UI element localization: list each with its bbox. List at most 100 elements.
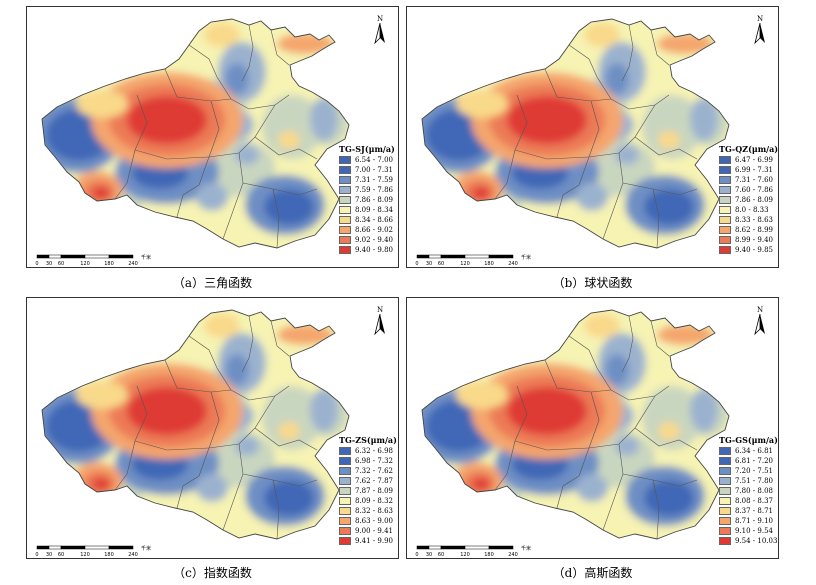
legend-label: 6.98 - 7.32 (355, 456, 393, 465)
value-zone (690, 388, 718, 432)
legend-label: 8.63 - 9.00 (355, 516, 393, 525)
city-boundary (134, 385, 148, 442)
legend-swatch (339, 166, 351, 174)
legend-item: 8.09 - 8.34 (339, 205, 395, 215)
value-zone (472, 187, 490, 199)
value-zone (92, 187, 110, 199)
legend-label: 7.80 - 8.08 (735, 486, 773, 495)
legend-item: 7.31 - 7.59 (339, 175, 395, 185)
legend-label: 7.20 - 7.51 (735, 466, 773, 475)
value-zone (456, 90, 508, 118)
city-boundary (198, 391, 220, 477)
legend-label: 7.31 - 7.59 (355, 175, 393, 184)
legend-title: TG-QZ(μm/a) (719, 144, 779, 154)
legend-item: 6.34 - 6.81 (719, 446, 778, 456)
city-boundary (272, 479, 280, 539)
legend-label: 8.08 - 8.37 (735, 496, 773, 505)
value-zone (92, 478, 110, 490)
value-zone (76, 90, 128, 118)
value-zone (264, 189, 314, 225)
scale-tick-label: 180 (484, 261, 494, 267)
legend-label: 6.99 - 7.31 (735, 165, 773, 174)
legend-label: 6.34 - 6.81 (735, 446, 773, 455)
legend-swatch (719, 196, 731, 204)
value-zone (264, 480, 314, 516)
city-boundary (222, 443, 244, 531)
legend-swatch (339, 156, 351, 164)
city-boundary (134, 440, 210, 451)
legend-swatch (339, 537, 351, 545)
legend-item: 9.10 - 9.54 (719, 526, 778, 536)
legend-swatch (339, 226, 351, 234)
legend-label: 8.09 - 8.32 (355, 496, 393, 505)
value-zone (658, 131, 680, 149)
legend-label: 8.66 - 9.02 (355, 225, 393, 234)
city-boundary (650, 29, 670, 66)
legend-swatch (719, 206, 731, 214)
legend-swatch (719, 176, 731, 184)
scale-bar: 0 30 60 120 180 240 千米 (35, 253, 195, 267)
interpolation-map (41, 18, 350, 249)
value-zone (605, 354, 629, 386)
north-arrow: N (753, 15, 767, 45)
legend-swatch (339, 236, 351, 244)
value-zone (204, 314, 240, 338)
city-boundary (164, 359, 232, 393)
legend-label: 9.40 - 9.80 (355, 245, 393, 254)
legend-label: 8.09 - 8.34 (355, 205, 393, 214)
value-zone (225, 63, 249, 95)
legend-item: 8.62 - 8.99 (719, 225, 778, 235)
legend-item: 8.71 - 9.10 (719, 516, 778, 526)
north-arrow-icon (754, 314, 765, 336)
value-zone (235, 145, 259, 165)
legend-swatch (719, 447, 731, 455)
scale-tick-label: 240 (128, 261, 138, 267)
scale-tick-label: 0 (415, 552, 418, 558)
scale-tick-label: 60 (58, 552, 64, 558)
legend-label: 8.0 - 8.33 (735, 205, 769, 214)
city-boundary (134, 94, 148, 151)
scale-unit: 千米 (521, 545, 531, 552)
legend-item: 8.66 - 9.02 (339, 225, 395, 235)
city-boundary (652, 479, 660, 539)
scale-tick-label: 30 (46, 552, 52, 558)
legend-swatch (719, 216, 731, 224)
legend-swatch (339, 507, 351, 515)
legend-label: 8.33 - 8.63 (735, 215, 773, 224)
city-boundary (514, 385, 528, 442)
legend-label: 7.86 - 8.09 (735, 195, 773, 204)
value-zone (225, 354, 249, 386)
city-boundary (208, 395, 276, 449)
scale-tick-label: 60 (438, 552, 444, 558)
city-boundary (114, 149, 136, 200)
value-zone (196, 183, 228, 211)
legend-swatch (719, 537, 731, 545)
legend-title: TG-ZS(μm/a) (339, 435, 397, 445)
value-zone (644, 480, 694, 516)
value-zone (584, 314, 620, 338)
scale-tick-label: 120 (80, 552, 90, 558)
city-boundary (652, 188, 660, 248)
legend-title: TG-GS(μm/a) (719, 435, 778, 445)
value-zone (310, 388, 338, 432)
province-outline (421, 18, 730, 249)
legend-swatch (719, 226, 731, 234)
city-boundary (198, 100, 220, 186)
legend-swatch (719, 467, 731, 475)
legend-item: 7.80 - 8.08 (719, 486, 778, 496)
map-panel-3: TG-ZS(μm/a) 6.32 - 6.98 6.98 - 7.32 7.32 - … (26, 297, 399, 559)
value-zone (690, 97, 718, 141)
city-boundary (602, 443, 624, 531)
legend-item: 6.99 - 7.31 (719, 165, 778, 175)
scale-tick-label: 120 (80, 261, 90, 267)
city-boundary (494, 149, 516, 200)
legend-label: 7.59 - 7.86 (355, 185, 393, 194)
legend-item: 7.00 - 7.31 (339, 165, 395, 175)
city-boundary (578, 391, 600, 477)
value-zone (235, 436, 259, 456)
city-boundary (634, 427, 698, 451)
city-boundary (188, 335, 232, 391)
legend-item: 9.41 - 9.90 (339, 536, 397, 546)
north-label: N (756, 306, 764, 314)
